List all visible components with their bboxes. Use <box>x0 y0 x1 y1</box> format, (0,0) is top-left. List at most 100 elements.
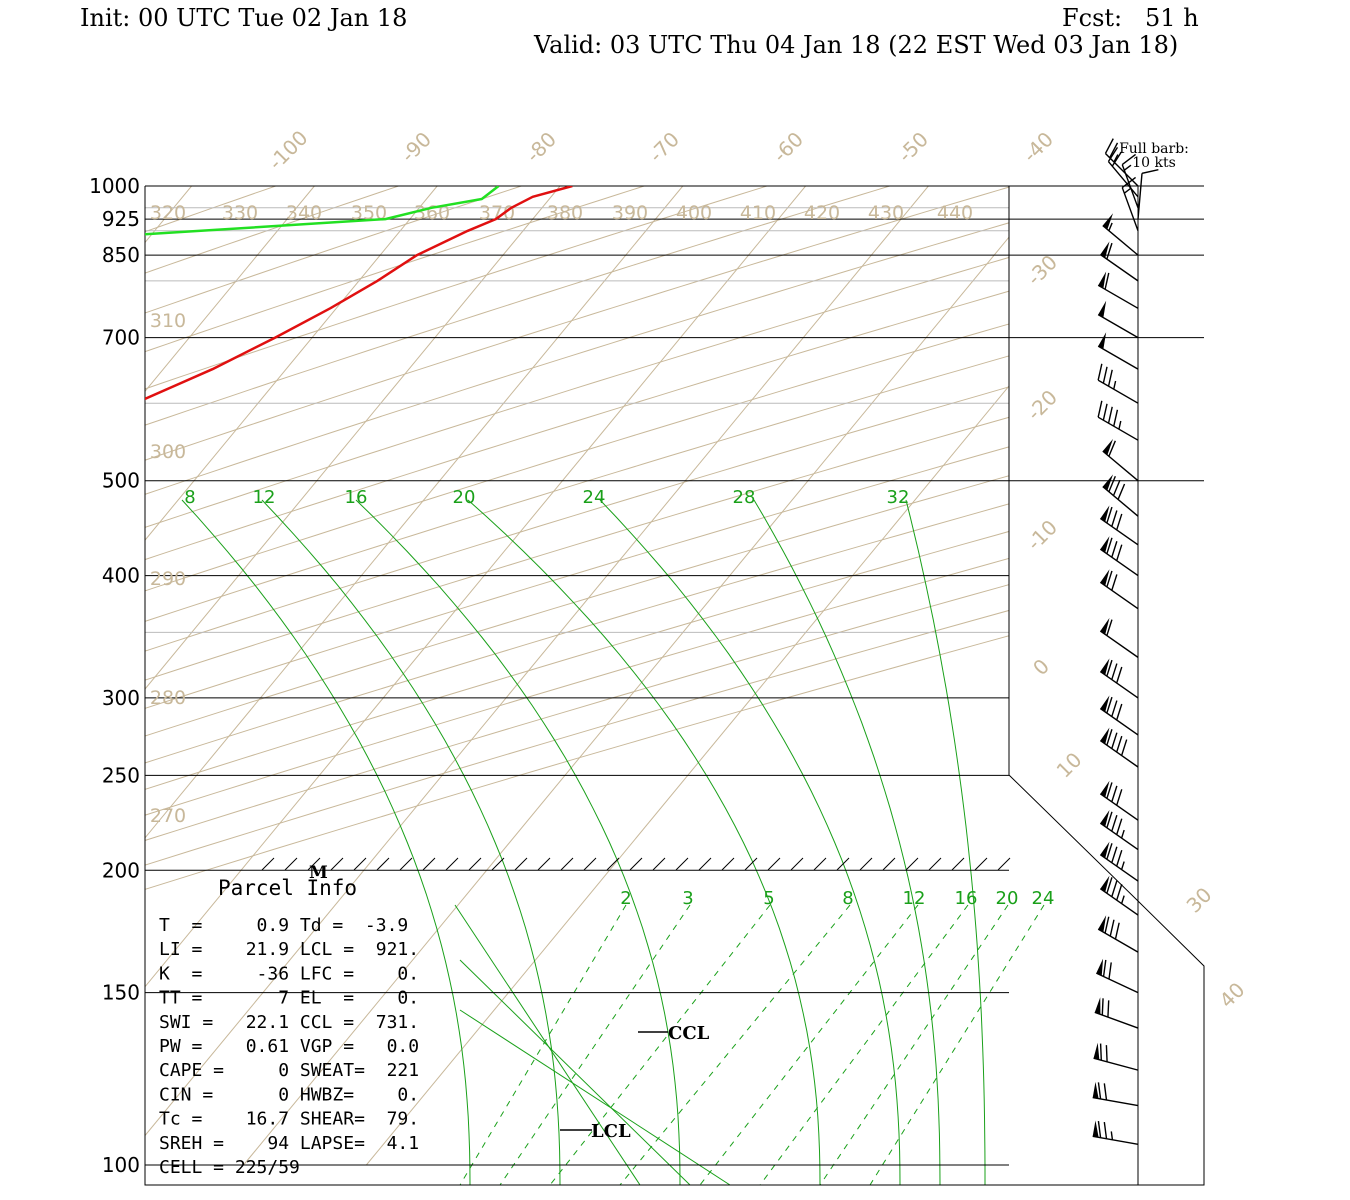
barb-flag <box>1097 400 1103 418</box>
isotherm <box>145 186 561 1166</box>
barb-staff <box>1097 345 1139 370</box>
isotherm-label: 0 <box>1028 654 1054 680</box>
barb-flag <box>1105 1045 1108 1062</box>
barb-flag <box>1111 663 1118 680</box>
barb-half-flag <box>1118 420 1122 430</box>
parcel-info-row: T = 0.9 Td = -3.9 <box>159 915 408 936</box>
theta-label: 410 <box>740 202 776 224</box>
isotherm <box>0 186 69 1165</box>
theta-label: 420 <box>804 202 840 224</box>
barb-staff <box>1104 152 1139 187</box>
barb-flag <box>1107 1000 1110 1018</box>
pressure-label-250: 250 <box>102 763 140 787</box>
wind-barb <box>1137 169 1159 220</box>
barb-flag <box>1109 142 1119 159</box>
barb-pennant <box>1094 997 1101 1015</box>
pressure-label-100: 100 <box>102 1153 140 1177</box>
wind-barb <box>1092 1120 1139 1145</box>
parcel-info-row: TT = 7 EL = 0. <box>159 988 419 1009</box>
barb-half-flag <box>1113 154 1119 163</box>
mixing-ratio-line <box>819 904 1009 1185</box>
dry-adiabat <box>145 186 1204 1166</box>
mixing-ratio-line <box>499 904 691 1185</box>
saturation-curve <box>355 499 681 1185</box>
dry-adiabat <box>145 186 1204 1166</box>
barb-flag <box>1104 272 1110 290</box>
forecast-hour: Fcst: 51 h <box>1062 4 1199 32</box>
mixing-ratio-label: 24 <box>583 487 606 508</box>
barb-pennant <box>1093 1042 1100 1060</box>
hatch-mark <box>836 857 850 871</box>
hatch-mark <box>744 857 758 871</box>
barb-flag <box>1116 703 1123 721</box>
barb-staff <box>1096 972 1139 994</box>
mixing-ratio-label: 16 <box>345 487 368 508</box>
isotherm-label: -40 <box>1018 127 1058 167</box>
barb-flag <box>1106 570 1113 588</box>
wind-barb <box>1099 241 1139 282</box>
saturation-curve <box>905 499 986 1185</box>
barb-staff <box>1102 486 1139 517</box>
barb-flag <box>1106 506 1113 524</box>
hatch-mark <box>974 857 988 871</box>
mixing-ratio-line <box>869 904 1045 1185</box>
wind-barb <box>1097 363 1139 404</box>
theta-label: 370 <box>479 202 515 224</box>
saturation-curve <box>181 499 471 1185</box>
theta-label: 400 <box>676 202 712 224</box>
parcel-info-row: SREH = 94 LAPSE= 4.1 <box>159 1133 419 1154</box>
hatch-mark <box>606 857 620 871</box>
isotherm-label: 40 <box>1215 978 1250 1013</box>
pressure-label-200: 200 <box>102 858 140 882</box>
barb-pennant <box>1102 474 1114 491</box>
isotherm-label: -20 <box>1022 385 1062 425</box>
parcel-info-row: CIN = 0 HWBZ= 0. <box>159 1084 419 1105</box>
barb-staff <box>1097 416 1139 441</box>
barb-pennant <box>1100 505 1110 522</box>
mixing-ratio-label: 2 <box>620 888 631 909</box>
barb-legend-line1: Full barb: <box>1119 141 1189 157</box>
valid-time: Valid: 03 UTC Thu 04 Jan 18 (22 EST Wed … <box>534 31 1179 59</box>
wind-barb <box>1099 617 1139 658</box>
wind-barb <box>1099 841 1139 882</box>
barb-half-flag <box>1110 1131 1114 1140</box>
wind-barb <box>1097 915 1139 953</box>
isotherm <box>145 186 315 1166</box>
lcl-label: LCL <box>591 1121 631 1142</box>
hatch-mark <box>882 857 896 871</box>
hatch-mark <box>652 857 666 871</box>
wind-barb <box>1102 438 1139 482</box>
barb-flag <box>1116 789 1123 806</box>
barb-pennant <box>1102 213 1114 230</box>
barb-pennant <box>1100 617 1110 635</box>
barb-pennant <box>1096 958 1104 976</box>
dry-adiabat <box>145 186 1204 1166</box>
hatch-mark <box>767 857 781 871</box>
barb-flag <box>1097 1082 1102 1100</box>
wind-barb <box>1099 695 1139 736</box>
isotherm <box>145 186 438 1166</box>
barb-staff <box>1107 161 1139 198</box>
hatch-mark <box>376 857 390 871</box>
theta-label: 340 <box>286 202 322 224</box>
barb-flag <box>1111 785 1118 803</box>
hatch-mark <box>514 857 528 871</box>
dry-adiabat <box>145 186 1204 1166</box>
frame-outline <box>144 185 1205 1186</box>
barb-flag <box>1106 877 1113 894</box>
barb-staff <box>1097 928 1139 953</box>
dry-adiabat <box>145 186 1204 1166</box>
barb-flag <box>1116 849 1123 867</box>
barb-flag <box>1107 369 1113 387</box>
wind-barb <box>1102 474 1139 517</box>
mixing-ratio-label: 20 <box>996 888 1019 909</box>
barb-pennant <box>1098 915 1107 933</box>
mixing-ratio-label: 3 <box>682 888 693 909</box>
theta-label: 280 <box>150 687 186 709</box>
hatch-mark <box>284 857 298 871</box>
dry-adiabat <box>145 186 959 1166</box>
barb-staff <box>1094 1011 1139 1029</box>
barb-flag <box>1108 475 1116 493</box>
